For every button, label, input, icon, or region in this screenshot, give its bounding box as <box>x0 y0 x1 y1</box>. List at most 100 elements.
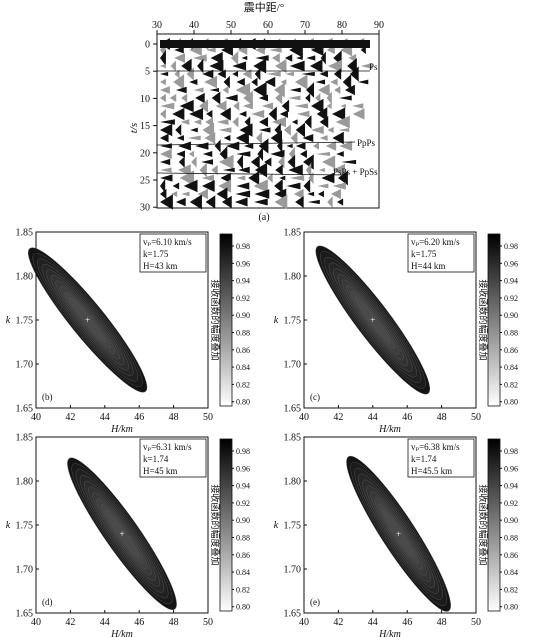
trace-lobe <box>287 95 301 101</box>
trace-lobe <box>174 69 180 79</box>
best-fit-marker: + <box>396 529 401 539</box>
colorbar-tick-label: 0.92 <box>504 294 518 303</box>
trace-lobe <box>176 135 184 141</box>
colorbar <box>487 438 501 612</box>
panel-caption: (b) <box>42 392 53 402</box>
x-tick-label: 40 <box>31 617 41 628</box>
trace-lobe <box>266 173 273 183</box>
trace-lobe <box>192 54 207 62</box>
y-tick-label: 1.65 <box>284 404 302 415</box>
trace-lobe <box>268 106 277 122</box>
trace-lobe <box>348 53 357 63</box>
trace-lobe <box>205 195 216 209</box>
panel-b: +40 42 44 46 48 50 H/km 1.85 1.80 1.75 1.70 1.65 k vₚ… <box>6 228 250 436</box>
trace-lobe <box>319 70 328 78</box>
trace-lobe <box>172 182 180 190</box>
panel-a-top-ticks: 30 40 50 60 70 80 90 <box>152 20 384 34</box>
colorbar-tick-label: 0.94 <box>504 482 518 491</box>
trace-lobe <box>176 150 185 158</box>
trace-lobe <box>223 75 230 89</box>
colorbar-tick-label: 0.96 <box>504 259 518 268</box>
colorbar-tick-label: 0.92 <box>236 294 250 303</box>
parameter-box <box>139 438 207 478</box>
trace-lobe <box>181 191 190 197</box>
trace-lobe <box>315 93 321 103</box>
best-fit-marker: + <box>119 529 124 539</box>
direct-p-band <box>160 40 370 48</box>
trace-lobe <box>160 123 173 137</box>
trace-lobe <box>218 179 232 193</box>
colorbar-tick-label: 0.86 <box>236 551 250 560</box>
trace-lobe <box>266 71 281 77</box>
trace-lobe <box>239 110 247 118</box>
trace-lobe <box>281 99 290 113</box>
panel-caption: (e) <box>310 597 320 607</box>
trace-lobe <box>233 101 240 111</box>
panel-a-y-ticks: 0 5 10 15 20 25 30 <box>140 40 157 214</box>
trace-lobe <box>334 86 341 94</box>
trace-lobe <box>278 155 285 169</box>
h-value: H=45.5 km <box>411 466 452 476</box>
colorbar-tick-label: 0.80 <box>236 398 250 407</box>
trace-lobe <box>336 151 344 157</box>
trace-lobe <box>189 108 204 120</box>
trace-lobe <box>289 60 305 72</box>
trace-lobe <box>305 93 311 103</box>
ppps-label: PpPs <box>357 138 376 148</box>
panel-a-frame <box>156 33 380 209</box>
trace-lobe <box>216 187 228 201</box>
trace-lobe <box>199 162 207 178</box>
trace-lobe <box>190 127 198 133</box>
grid-search-panels: +40 42 44 46 48 50 H/km 1.85 1.80 1.75 1.70 1.65 k vₚ… <box>6 228 518 637</box>
trace-lobe <box>160 133 169 143</box>
trace-lobe <box>257 146 264 162</box>
trace-lobe <box>204 75 218 89</box>
colorbar-tick-label: 0.88 <box>504 329 518 338</box>
y-tick-label: 1.75 <box>284 521 302 532</box>
ps-label: Ps <box>369 62 378 72</box>
trace-lobe <box>201 159 214 165</box>
trace-lobe <box>342 74 352 90</box>
trace-lobe <box>327 126 334 134</box>
trace-lobe <box>178 156 185 168</box>
top-tick-label: 60 <box>263 20 273 31</box>
trace-lobe <box>211 91 221 105</box>
trace-lobe <box>202 150 213 158</box>
trace-lobe <box>309 59 323 73</box>
trace-lobe <box>305 162 312 178</box>
trace-lobe <box>160 78 166 86</box>
x-tick-label: 46 <box>134 617 144 628</box>
x-tick-label: 48 <box>437 617 447 628</box>
best-fit-marker: + <box>370 315 375 325</box>
trace-lobe <box>274 188 287 200</box>
trace-lobe <box>280 79 287 85</box>
colorbar-label: 接收函数的幅度叠加 <box>478 279 489 360</box>
colorbar-tick-label: 0.82 <box>504 585 518 594</box>
trace-lobe <box>306 82 315 98</box>
pspsppss-line <box>156 172 346 176</box>
colorbar-tick-label: 0.98 <box>504 242 518 251</box>
vp-value: vₚ=6.10 km/s <box>143 237 192 247</box>
trace-lobe <box>289 87 301 93</box>
colorbar-tick-label: 0.88 <box>236 329 250 338</box>
x-tick-label: 44 <box>368 617 378 628</box>
x-tick-label: 50 <box>471 412 481 423</box>
colorbar-tick-label: 0.80 <box>504 398 518 407</box>
trace-lobe <box>332 182 346 190</box>
y-tick-label: 1.85 <box>284 228 302 239</box>
trace-lobe <box>254 67 261 81</box>
x-tick-label: 48 <box>169 412 179 423</box>
trace-lobe <box>241 55 248 61</box>
trace-lobe <box>218 127 232 133</box>
trace-lobe <box>206 47 216 53</box>
trace-lobe <box>239 123 253 137</box>
trace-lobe <box>352 108 365 120</box>
trace-lobe <box>226 141 240 151</box>
pspsppss-label: PsPs + PpSs <box>333 167 378 177</box>
trace-lobe <box>253 198 268 206</box>
trace-lobe <box>197 58 204 74</box>
x-tick-label: 40 <box>299 412 309 423</box>
trace-lobe <box>210 51 223 65</box>
trace-lobe <box>172 107 185 121</box>
colorbar-tick-label: 0.98 <box>236 447 250 456</box>
